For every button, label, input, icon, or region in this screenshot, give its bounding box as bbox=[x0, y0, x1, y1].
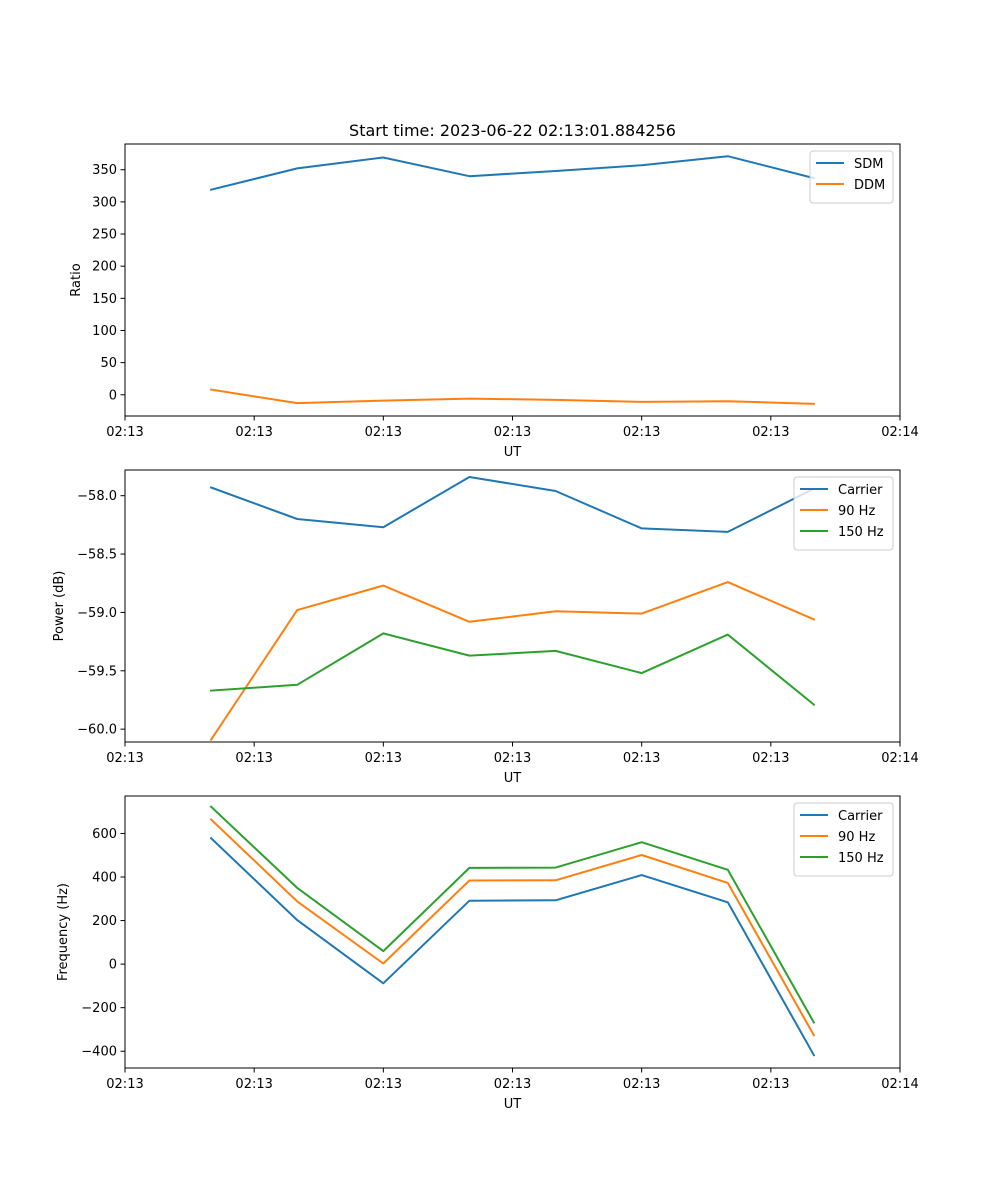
legend-label: 90 Hz bbox=[838, 504, 875, 519]
x-tick-label: 02:13 bbox=[623, 751, 660, 766]
y-tick-label: −59.5 bbox=[77, 664, 117, 679]
x-tick-label: 02:13 bbox=[752, 751, 789, 766]
x-tick-label: 02:14 bbox=[881, 1077, 918, 1092]
y-axis-label: Ratio bbox=[69, 263, 84, 296]
series-line-sdm bbox=[209, 155, 816, 191]
series-line-90-hz bbox=[209, 818, 816, 1037]
y-tick-label: −200 bbox=[81, 1001, 117, 1016]
series-line-carrier bbox=[209, 836, 816, 1057]
y-tick-label: 0 bbox=[109, 388, 117, 403]
x-tick-label: 02:13 bbox=[365, 1077, 402, 1092]
x-tick-label: 02:13 bbox=[235, 425, 272, 440]
series-line-150-hz bbox=[209, 805, 816, 1024]
legend-label: Carrier bbox=[838, 483, 883, 498]
x-tick-label: 02:14 bbox=[881, 425, 918, 440]
x-tick-label: 02:13 bbox=[235, 751, 272, 766]
y-tick-label: −60.0 bbox=[77, 723, 117, 738]
axes-ratio: 02:13 02:13 02:13 02:13 02:13 02:13 02:14 0 50 10… bbox=[69, 143, 919, 460]
x-tick-label: 02:13 bbox=[752, 425, 789, 440]
legend-label: 150 Hz bbox=[838, 851, 884, 866]
x-tick-label: 02:14 bbox=[881, 751, 918, 766]
axes-frequency: 02:13 02:13 02:13 02:13 02:13 02:13 02:14 600 40… bbox=[56, 795, 919, 1112]
x-axis-label: UT bbox=[504, 445, 522, 460]
y-tick-label: 100 bbox=[92, 324, 117, 339]
y-tick-label: 50 bbox=[100, 356, 117, 371]
legend-label: SDM bbox=[854, 157, 883, 172]
x-axis-label: UT bbox=[504, 1097, 522, 1112]
axes-frame bbox=[124, 143, 901, 417]
x-tick-label: 02:13 bbox=[235, 1077, 272, 1092]
x-tick-label: 02:13 bbox=[752, 1077, 789, 1092]
y-tick-label: 250 bbox=[92, 228, 117, 243]
y-tick-label: 600 bbox=[92, 827, 117, 842]
x-tick-label: 02:13 bbox=[623, 1077, 660, 1092]
x-tick-label: 02:13 bbox=[106, 425, 143, 440]
y-tick-label: 0 bbox=[109, 958, 117, 973]
x-tick-label: 02:13 bbox=[623, 425, 660, 440]
y-tick-label: 300 bbox=[92, 195, 117, 210]
series-line-90-hz bbox=[209, 581, 816, 742]
y-axis-label: Frequency (Hz) bbox=[56, 883, 71, 981]
y-tick-label: 400 bbox=[92, 871, 117, 886]
series-line-150-hz bbox=[210, 632, 816, 707]
x-tick-label: 02:13 bbox=[494, 1077, 531, 1092]
axes-frame bbox=[124, 469, 901, 743]
x-tick-label: 02:13 bbox=[494, 751, 531, 766]
x-tick-label: 02:13 bbox=[494, 425, 531, 440]
y-tick-label: 350 bbox=[92, 163, 117, 178]
y-tick-label: 200 bbox=[92, 260, 117, 275]
axes-power: 02:13 02:13 02:13 02:13 02:13 02:13 02:14 −58.0… bbox=[52, 469, 919, 786]
legend-label: 90 Hz bbox=[838, 830, 875, 845]
legend-label: DDM bbox=[854, 178, 885, 193]
y-tick-label: −59.0 bbox=[77, 606, 117, 621]
y-tick-label: 150 bbox=[92, 292, 117, 307]
x-tick-label: 02:13 bbox=[365, 751, 402, 766]
chart-title: Start time: 2023-06-22 02:13:01.884256 bbox=[349, 121, 676, 140]
y-tick-label: −400 bbox=[81, 1045, 117, 1060]
x-tick-label: 02:13 bbox=[106, 751, 143, 766]
series-line-carrier bbox=[209, 476, 816, 533]
y-tick-label: −58.0 bbox=[77, 489, 117, 504]
series-line-ddm bbox=[209, 388, 815, 405]
axes-frame bbox=[124, 795, 901, 1069]
y-tick-label: 200 bbox=[92, 914, 117, 929]
x-tick-label: 02:13 bbox=[365, 425, 402, 440]
x-tick-label: 02:13 bbox=[106, 1077, 143, 1092]
x-axis-label: UT bbox=[504, 771, 522, 786]
legend-label: 150 Hz bbox=[838, 525, 884, 540]
legend-label: Carrier bbox=[838, 809, 883, 824]
y-axis-label: Power (dB) bbox=[52, 571, 67, 642]
y-tick-label: −58.5 bbox=[77, 548, 117, 563]
